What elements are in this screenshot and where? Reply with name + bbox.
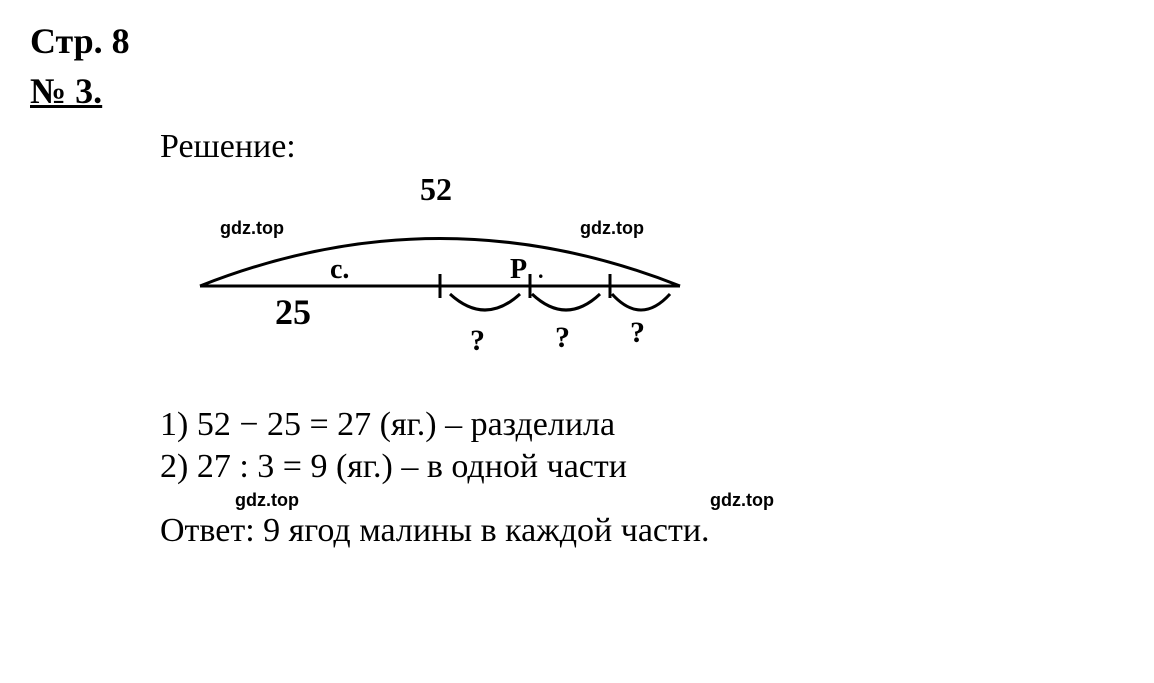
watermark-top-left: gdz.top <box>220 218 284 239</box>
small-arc-2 <box>532 294 600 310</box>
watermark-bottom-right: gdz.top <box>710 490 774 511</box>
solution-step-2: 2) 27 : 3 = 9 (яг.) – в одной части <box>160 448 1124 486</box>
right-dot: . <box>538 258 544 284</box>
left-label: с. <box>330 254 349 286</box>
small-arc-3 <box>612 294 670 310</box>
watermark-bottom-left: gdz.top <box>235 490 299 511</box>
problem-number: № 3. <box>30 70 1124 112</box>
qmark-1: ? <box>470 324 485 358</box>
diagram-svg <box>160 176 860 396</box>
total-value: 52 <box>420 171 452 208</box>
solution-step-1: 1) 52 − 25 = 27 (яг.) – разделила <box>160 406 1124 444</box>
left-value: 25 <box>275 291 311 333</box>
answer-text: Ответ: 9 ягод малины в каждой части. <box>160 512 1124 550</box>
watermark-top-right: gdz.top <box>580 218 644 239</box>
qmark-3: ? <box>630 316 645 350</box>
bottom-watermark-row: gdz.top gdz.top <box>160 490 1124 512</box>
small-arc-1 <box>450 294 520 310</box>
page-label: Стр. 8 <box>30 20 1124 62</box>
right-label: Р <box>510 254 527 286</box>
math-diagram: 52 gdz.top gdz.top с. 25 Р . ? ? ? <box>160 176 860 396</box>
qmark-2: ? <box>555 321 570 355</box>
solution-heading: Решение: <box>160 128 1124 166</box>
